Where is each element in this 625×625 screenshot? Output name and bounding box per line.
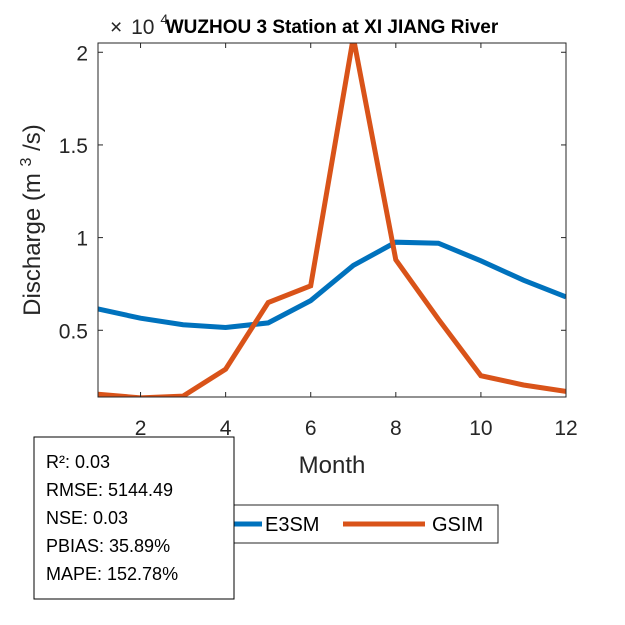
chart-title: WUZHOU 3 Station at XI JIANG River (166, 17, 499, 38)
stats-box: R²: 0.03 RMSE: 5144.49 NSE: 0.03 PBIAS: … (33, 436, 235, 600)
legend-label-gsim: GSIM (432, 514, 483, 536)
stats-box-frame (33, 436, 235, 600)
axes-box (97, 42, 567, 398)
series-line-e3sm (98, 239, 566, 331)
series-layer (98, 43, 566, 397)
y-axis-label-main: Discharge (m (19, 173, 46, 316)
stat-r2: R²: 0.03 (46, 452, 110, 472)
stat-nse: NSE: 0.03 (46, 508, 128, 528)
series-line-gsim (98, 43, 566, 397)
y-axis-label: Discharge (m 3 /s) (10, 124, 46, 316)
plot-area (98, 43, 566, 397)
y-tick-label-0.5: 0.5 (59, 320, 88, 343)
x-tick-label-4: 4 (220, 417, 232, 440)
x-tick-label-2: 2 (135, 417, 147, 440)
y-tick-label-2: 2 (76, 42, 88, 65)
stat-pbias: PBIAS: 35.89% (46, 536, 170, 556)
y-axis-label-sup: 3 (18, 157, 35, 166)
x-tick-label-8: 8 (390, 417, 402, 440)
stat-mape: MAPE: 152.78% (46, 564, 178, 584)
exponent-prefix: × (110, 16, 122, 39)
y-tick-label-1.5: 1.5 (59, 135, 88, 158)
y-exponent-label: × 10 4 (110, 11, 168, 39)
x-tick-label-10: 10 (469, 417, 492, 440)
y-tick-label-1: 1 (76, 228, 88, 251)
legend-label-e3sm: E3SM (265, 514, 319, 536)
exponent-power: 4 (160, 11, 168, 27)
x-axis-label: Month (299, 452, 366, 479)
x-tick-label-12: 12 (554, 417, 577, 440)
x-tick-label-6: 6 (305, 417, 317, 440)
legend: E3SM GSIM (231, 504, 499, 544)
tick-layer: 2 4 6 8 10 12 0.5 1 1.5 2 (59, 42, 578, 440)
stat-rmse: RMSE: 5144.49 (46, 480, 173, 500)
exponent-base: 10 (131, 16, 154, 39)
y-axis-label-tail: /s) (19, 124, 46, 151)
